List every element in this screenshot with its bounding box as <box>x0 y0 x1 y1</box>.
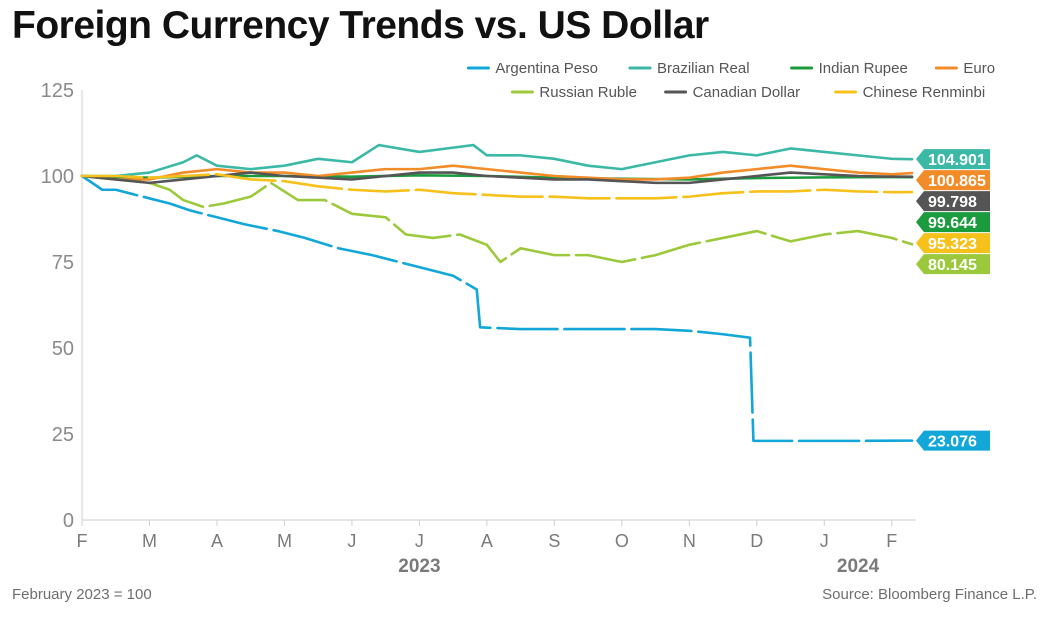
legend-item-label: Indian Rupee <box>819 60 908 77</box>
end-value-tag <box>916 212 990 233</box>
legend-item-label: Euro <box>963 60 995 77</box>
end-value-label: 23.076 <box>928 434 977 451</box>
x-year-label: 2023 <box>398 556 440 577</box>
x-tick-label: A <box>481 531 493 551</box>
end-value-tag <box>916 254 990 275</box>
chart-footnote: February 2023 = 100 <box>12 586 152 603</box>
legend-item-label: Canadian Dollar <box>693 84 801 101</box>
legend-item-label: Argentina Peso <box>495 60 598 77</box>
series-line-canadian-dollar <box>80 171 914 185</box>
x-tick-label: D <box>750 531 763 551</box>
series-line-euro <box>80 164 914 181</box>
series-line-russian-ruble <box>80 174 914 264</box>
y-tick-label: 125 <box>41 80 74 102</box>
x-tick-label: A <box>211 531 223 551</box>
legend-item-label: Russian Ruble <box>539 84 637 101</box>
end-value-tag <box>916 149 990 170</box>
chart-title: Foreign Currency Trends vs. US Dollar <box>12 4 709 47</box>
end-value-label: 100.865 <box>928 173 986 190</box>
legend-item-label: Brazilian Real <box>657 60 750 77</box>
end-value-tag <box>916 233 990 254</box>
x-tick-label: J <box>347 531 356 551</box>
y-tick-label: 50 <box>52 338 74 360</box>
end-value-tag <box>916 430 990 451</box>
x-tick-label: F <box>886 531 897 551</box>
y-tick-label: 100 <box>41 166 74 188</box>
end-value-label: 80.145 <box>928 257 977 274</box>
y-tick-label: 75 <box>52 252 74 274</box>
x-tick-label: O <box>615 531 629 551</box>
series-line-argentina-peso <box>80 174 914 443</box>
end-value-label: 99.644 <box>928 215 977 232</box>
end-value-label: 104.901 <box>928 152 986 169</box>
end-value-label: 95.323 <box>928 236 977 253</box>
x-tick-label: F <box>77 531 88 551</box>
x-tick-label: M <box>142 531 157 551</box>
end-value-tag <box>916 191 990 212</box>
y-tick-label: 0 <box>63 510 74 532</box>
x-tick-label: N <box>683 531 696 551</box>
x-tick-label: J <box>820 531 829 551</box>
end-value-tag <box>916 170 990 191</box>
x-year-label: 2024 <box>837 556 880 577</box>
legend-item-label: Chinese Renminbi <box>863 84 986 101</box>
y-tick-label: 25 <box>52 424 74 446</box>
x-tick-label: J <box>415 531 424 551</box>
chart-source: Source: Bloomberg Finance L.P. <box>822 586 1037 603</box>
series-line-chinese-renminbi <box>80 172 914 200</box>
x-tick-label: S <box>548 531 560 551</box>
end-value-label: 99.798 <box>928 194 977 211</box>
series-line-brazilian-real <box>80 143 914 178</box>
x-tick-label: M <box>277 531 292 551</box>
